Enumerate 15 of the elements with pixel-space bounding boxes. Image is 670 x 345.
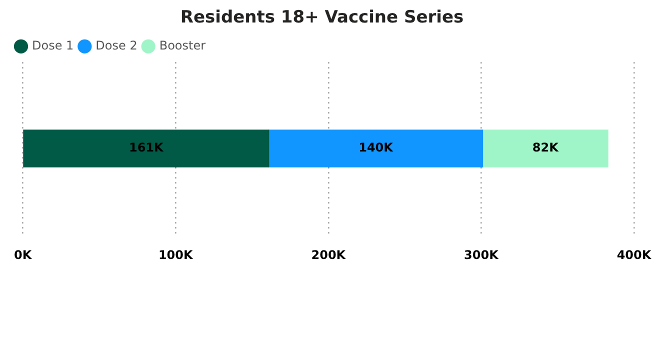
legend-label: Dose 2 (96, 38, 138, 53)
x-tick-label: 100K (158, 248, 194, 262)
data-label: 82K (532, 140, 560, 155)
x-tick-label: 200K (311, 248, 346, 262)
bar (482, 130, 608, 168)
chart-title: Residents 18+ Vaccine Series (180, 8, 464, 28)
data-label: 140K (358, 140, 394, 155)
legend-label: Booster (159, 38, 206, 53)
data-label: 161K (128, 140, 164, 155)
x-tick-label: 300K (464, 248, 500, 262)
bar (268, 130, 484, 168)
x-tick-label: 400K (616, 248, 652, 262)
x-tick-label: 0K (14, 248, 32, 262)
bar (23, 130, 270, 168)
legend-label: Dose 1 (32, 38, 74, 53)
